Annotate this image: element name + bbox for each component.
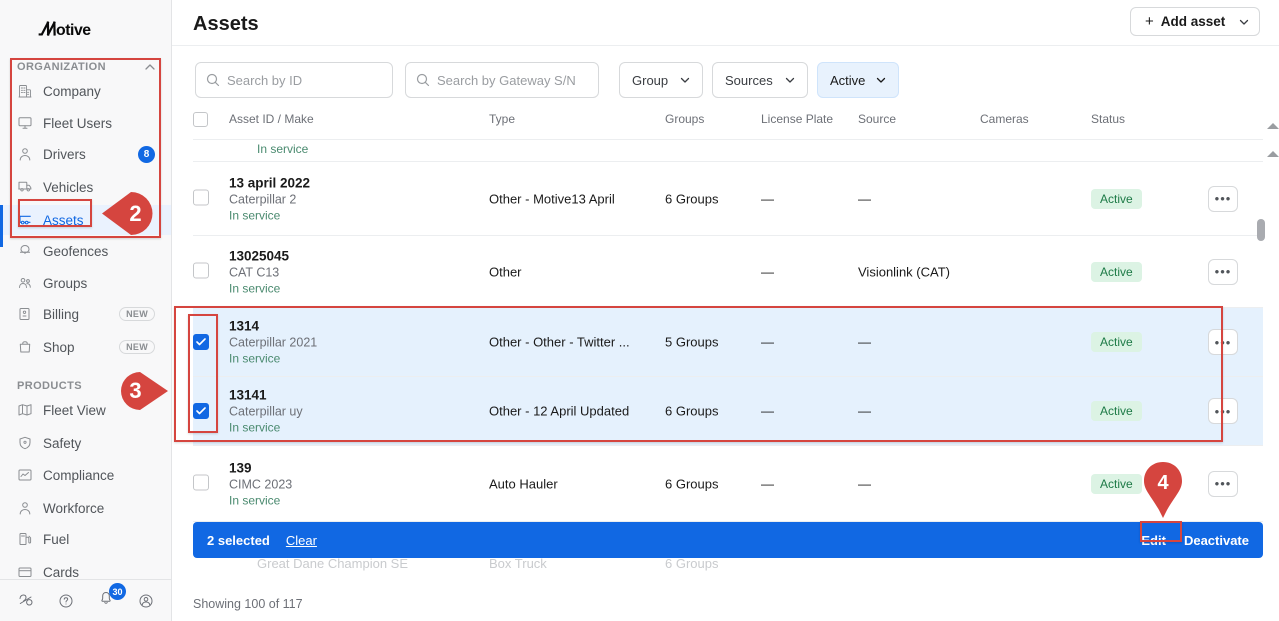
svg-text:4: 4 bbox=[1157, 472, 1169, 494]
svg-text:otive: otive bbox=[56, 22, 91, 39]
